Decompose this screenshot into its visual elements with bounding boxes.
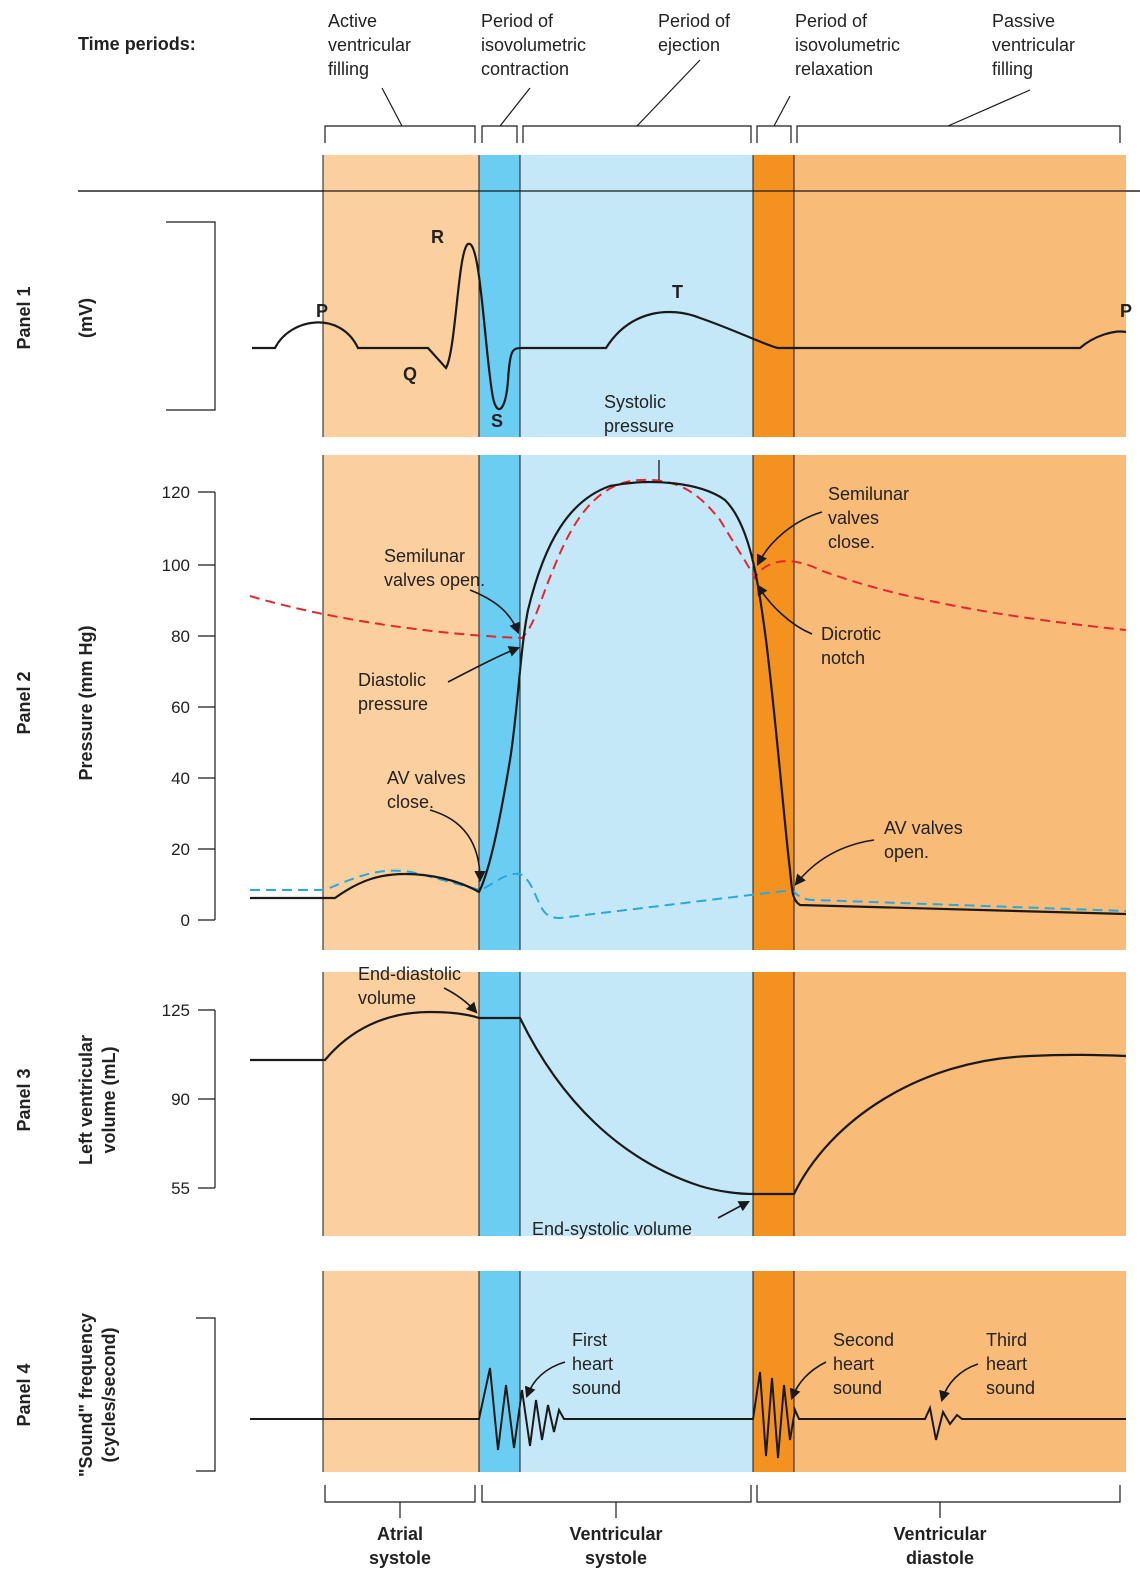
volume-tick-labels: 55 90 125 <box>162 1001 190 1198</box>
annotation-dicrotic-notch: Dicrotic notch <box>756 584 881 668</box>
ecg-t-label: T <box>672 282 683 302</box>
svg-text:Left ventricular: Left ventricular <box>76 1035 96 1165</box>
annotation-third-sound: Third heart sound <box>939 1330 1035 1403</box>
tick-0: 0 <box>181 911 190 930</box>
panel-4-label: Panel 4 "Sound" frequency (cycles/second… <box>14 1313 119 1477</box>
svg-text:volume (mL): volume (mL) <box>99 1046 119 1153</box>
bracket-ivc <box>481 125 518 143</box>
annotation-av-open: AV valves open. <box>794 818 963 886</box>
svg-text:Panel 3: Panel 3 <box>14 1068 34 1131</box>
svg-text:Panel 1: Panel 1 <box>14 286 34 349</box>
svg-text:Panel 4: Panel 4 <box>14 1363 34 1426</box>
phase-atrial-systole: Atrial systole <box>369 1524 431 1568</box>
time-periods-label: Time periods: <box>78 34 196 54</box>
panel-2-label: Panel 2 Pressure (mm Hg) <box>14 625 96 780</box>
svg-text:Panel 2: Panel 2 <box>14 671 34 734</box>
svg-text:(cycles/second): (cycles/second) <box>99 1327 119 1462</box>
annotation-semilunar-close: Semilunar valves close. <box>756 484 909 567</box>
ecg-p2-label: P <box>1120 301 1132 321</box>
panel-1-label: Panel 1 (mV) <box>14 286 96 349</box>
bracket-ivr <box>756 125 792 143</box>
phase-ventricular-systole: Ventricular systole <box>569 1524 662 1568</box>
annotation-end-diastolic: End-diastolic volume <box>358 964 478 1014</box>
period-label-ejection: Period of ejection <box>658 11 731 55</box>
tick-60: 60 <box>171 698 190 717</box>
bracket-passive-filling <box>796 125 1121 143</box>
ventricular-pressure-curve <box>250 480 1127 916</box>
period-label-active-filling: Active ventricular filling <box>328 11 411 79</box>
annotation-diastolic-pressure: Diastolic pressure <box>358 646 521 714</box>
panel-1-axis-bracket <box>166 221 216 411</box>
bracket-ejection <box>522 125 752 143</box>
axes <box>166 221 216 1472</box>
svg-text:(mV): (mV) <box>76 298 96 338</box>
pressure-tick-labels: 0 20 40 60 80 100 120 <box>162 483 190 930</box>
ecg-p-label: P <box>316 301 328 321</box>
tick-40: 40 <box>171 769 190 788</box>
annotation-semilunar-open: Semilunar valves open. <box>384 546 520 635</box>
ecg-s-label: S <box>491 411 503 431</box>
phase-brackets <box>324 1485 1121 1518</box>
period-brackets <box>324 59 1121 143</box>
heart-sound-trace <box>250 1367 1126 1459</box>
phase-bands <box>323 155 1126 1472</box>
bracket-active-filling <box>324 125 476 143</box>
svg-text:End-systolic volume: End-systolic volume <box>532 1219 692 1239</box>
phase-labels: Atrial systole Ventricular systole Ventric… <box>369 1524 987 1568</box>
period-label-isovolumetric-contraction: Period of isovolumetric contraction <box>481 11 586 79</box>
tick-120: 120 <box>162 483 190 502</box>
annotation-av-close: AV valves close. <box>387 768 486 883</box>
period-label-passive-filling: Passive ventricular filling <box>992 11 1075 79</box>
tick-90: 90 <box>171 1090 190 1109</box>
panel-3-label: Panel 3 Left ventricular volume (mL) <box>14 1035 119 1165</box>
tick-100: 100 <box>162 556 190 575</box>
tick-80: 80 <box>171 627 190 646</box>
tick-20: 20 <box>171 840 190 859</box>
annotation-systolic-pressure: Systolic pressure <box>604 392 674 480</box>
tick-55: 55 <box>171 1179 190 1198</box>
ecg-r-label: R <box>431 227 444 247</box>
svg-text:Pressure (mm Hg): Pressure (mm Hg) <box>76 625 96 780</box>
period-label-isovolumetric-relaxation: Period of isovolumetric relaxation <box>795 11 900 79</box>
svg-text:"Sound" frequency: "Sound" frequency <box>76 1313 96 1477</box>
panel-4-axis-bracket <box>196 1317 216 1472</box>
tick-125: 125 <box>162 1001 190 1020</box>
ventricular-volume-curve <box>250 1010 1127 1196</box>
annotation-first-sound: First heart sound <box>524 1330 621 1399</box>
ecg-trace <box>252 242 1127 411</box>
annotation-end-systolic: End-systolic volume <box>532 1200 750 1239</box>
annotation-second-sound: Second heart sound <box>789 1330 894 1401</box>
ecg-q-label: Q <box>403 364 417 384</box>
phase-ventricular-diastole: Ventricular diastole <box>893 1524 986 1568</box>
